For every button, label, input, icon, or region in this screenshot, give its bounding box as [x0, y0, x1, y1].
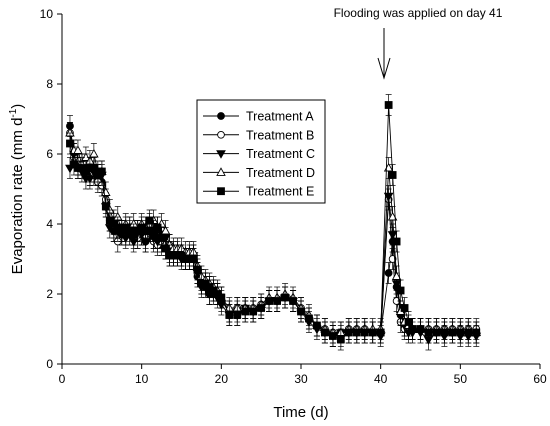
data-point: [297, 307, 305, 316]
legend-label: Treatment E: [246, 185, 314, 199]
plot-area: [65, 94, 482, 351]
data-point: [344, 328, 353, 337]
data-point: [352, 328, 361, 337]
data-point: [448, 328, 457, 337]
data-point: [391, 271, 402, 280]
legend-item-2: Treatment B: [203, 128, 314, 142]
y-tick-label-3: 6: [46, 147, 53, 161]
legend-item-5: Treatment E: [203, 185, 314, 199]
legend-item-3: Treatment C: [203, 147, 315, 161]
data-point: [440, 328, 449, 337]
data-point: [464, 328, 473, 337]
data-point: [89, 148, 99, 158]
data-point: [289, 297, 297, 305]
data-point: [273, 297, 282, 305]
data-point: [388, 171, 397, 179]
y-tick-label-2: 4: [46, 217, 53, 231]
data-point: [336, 335, 345, 344]
y-axis-title-close: ): [9, 104, 26, 109]
data-point: [408, 325, 417, 333]
data-point: [97, 167, 106, 176]
data-point: [392, 237, 401, 246]
data-point: [157, 234, 166, 242]
data-point: [383, 162, 394, 172]
legend-marker: [217, 130, 225, 139]
data-point: [404, 318, 413, 326]
data-point: [217, 293, 226, 302]
legend-label: Treatment C: [246, 147, 315, 161]
y-tick-label-5: 10: [40, 7, 54, 21]
y-axis-title-sup: -1: [8, 108, 19, 117]
legend-marker: [216, 167, 226, 176]
y-tick-label-4: 8: [46, 77, 53, 91]
data-point: [384, 101, 393, 109]
x-tick-label-2: 20: [215, 372, 229, 386]
legend-label: Treatment D: [246, 166, 315, 180]
data-point: [360, 328, 369, 337]
data-point: [305, 314, 313, 323]
series-5: [66, 94, 481, 351]
legend-marker: [217, 112, 225, 120]
data-point: [225, 311, 234, 319]
data-point: [141, 227, 150, 235]
data-point: [313, 321, 321, 330]
legend-item-1: Treatment A: [203, 110, 314, 124]
data-point: [89, 164, 98, 172]
flooding-arrow-icon: [377, 28, 391, 80]
data-point: [387, 211, 398, 221]
legend: Treatment A Treatment B Treatment C Treatme…: [196, 99, 326, 204]
x-tick-label-5: 50: [454, 372, 468, 386]
x-tick-label-3: 30: [294, 372, 308, 386]
data-point: [66, 139, 74, 148]
data-point: [376, 328, 385, 337]
x-ticks: 0 10 20 30 40 50 60: [59, 364, 547, 386]
data-point: [101, 202, 110, 211]
data-point: [424, 328, 433, 337]
data-point: [160, 225, 171, 235]
data-point: [145, 216, 154, 225]
data-point: [416, 325, 425, 333]
data-point: [472, 328, 481, 337]
y-axis-title: Evaporation rate (mm d-1): [8, 104, 26, 275]
data-point: [456, 328, 465, 337]
legend-marker: [216, 150, 226, 159]
legend-label: Treatment B: [246, 128, 314, 142]
x-tick-label-4: 40: [374, 372, 388, 386]
data-point: [368, 328, 377, 337]
data-point: [257, 304, 266, 312]
data-point: [432, 328, 441, 337]
y-axis-title-main: Evaporation rate (mm d: [9, 118, 26, 275]
data-point: [161, 244, 170, 253]
data-point: [73, 145, 83, 154]
y-ticks: 0 2 4 6 8 10: [40, 7, 62, 371]
data-point: [81, 152, 91, 161]
legend-label: Treatment A: [246, 110, 314, 124]
data-point: [265, 297, 274, 305]
data-point: [321, 328, 329, 337]
data-point: [193, 265, 202, 274]
data-point: [400, 304, 409, 312]
data-point: [241, 307, 250, 316]
data-point: [387, 231, 398, 240]
data-point: [396, 286, 405, 295]
legend-marker: [217, 187, 225, 196]
x-axis-title: Time (d): [273, 404, 328, 421]
data-point: [153, 223, 162, 232]
legend-item-4: Treatment D: [203, 166, 315, 180]
x-tick-label-1: 10: [135, 372, 149, 386]
data-point: [281, 293, 289, 302]
data-point: [233, 311, 242, 319]
y-tick-label-0: 0: [46, 357, 53, 371]
x-tick-label-0: 0: [59, 372, 66, 386]
data-point: [189, 255, 198, 263]
x-tick-label-6: 60: [533, 372, 547, 386]
data-point: [328, 332, 337, 340]
data-point: [384, 269, 393, 277]
y-tick-label-1: 2: [46, 287, 53, 301]
flooding-annotation: Flooding was applied on day 41: [334, 6, 503, 20]
data-point: [249, 307, 258, 316]
